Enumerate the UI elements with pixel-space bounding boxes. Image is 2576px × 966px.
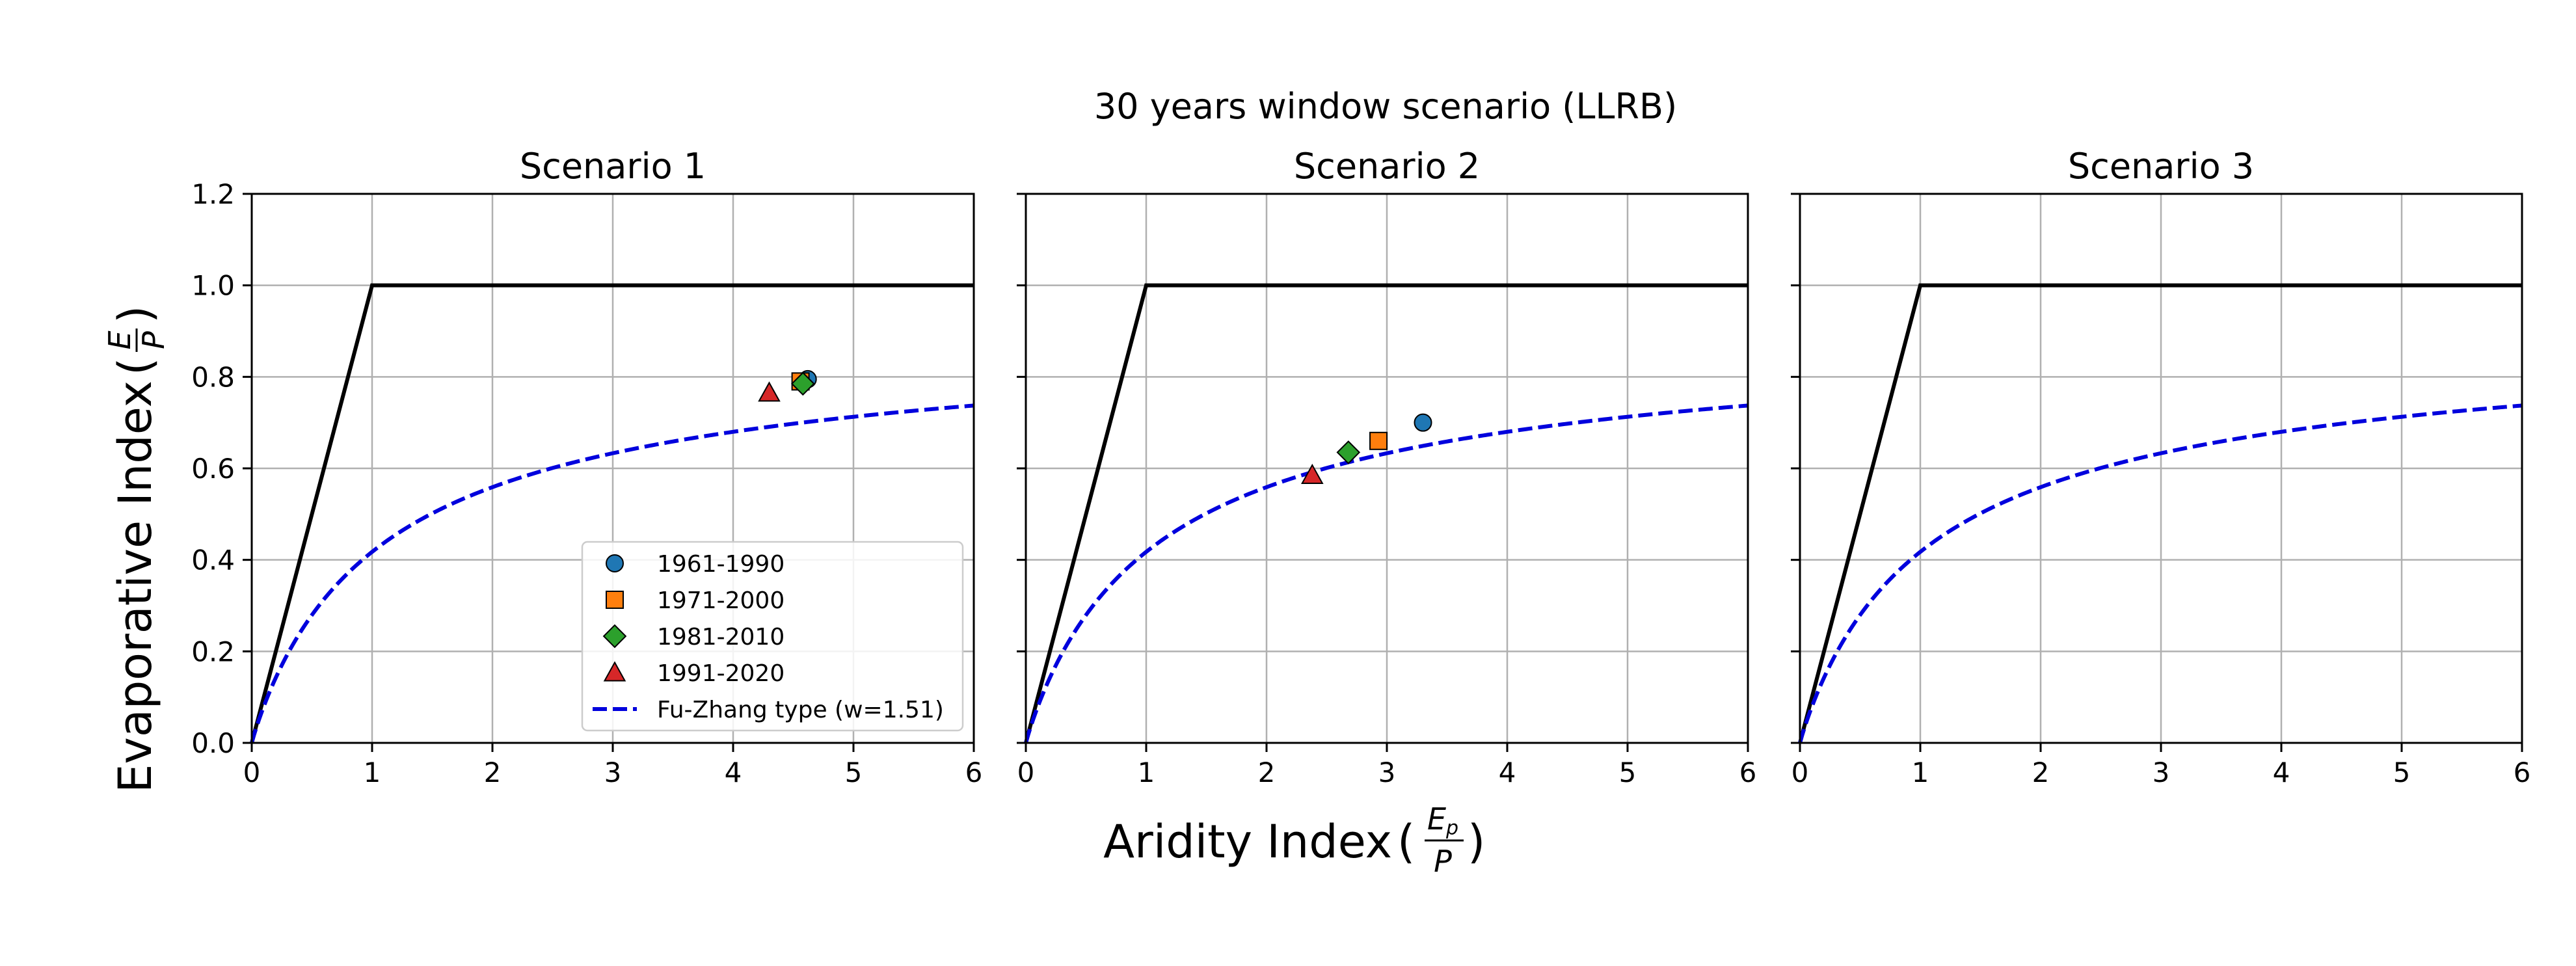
data-point-1981-2010	[1336, 440, 1361, 464]
legend-swatch-1961-1990	[606, 554, 624, 572]
panel-3-title: Scenario 3	[2068, 146, 2254, 187]
y-tick-label: 0.0	[191, 727, 235, 759]
fu-zhang-curve	[250, 403, 974, 744]
x-axis-label-frac-num-sub: p	[1445, 817, 1458, 840]
y-tick-label: 1.0	[191, 270, 235, 302]
x-tick-label: 1	[1912, 757, 1929, 788]
legend-label: Fu-Zhang type (w=1.51)	[657, 697, 944, 723]
x-tick-label: 5	[845, 757, 863, 788]
y-axis-label-text: Evaporative Index	[109, 381, 162, 793]
x-tick-label: 4	[725, 757, 742, 788]
legend-box	[581, 541, 964, 732]
legend-swatch-1971-2000	[606, 591, 624, 609]
x-tick-label: 2	[1258, 757, 1276, 788]
x-axis-label-frac-den: P	[1434, 844, 1452, 879]
x-tick-label: 6	[1739, 757, 1757, 788]
x-tick-label: 5	[1619, 757, 1637, 788]
data-point-1961-1990	[1414, 413, 1432, 432]
x-axis-label-text: Aridity Index	[1103, 815, 1392, 868]
fu-zhang-curve	[1024, 403, 1749, 744]
x-tick-label: 5	[2393, 757, 2411, 788]
x-tick-label: 0	[1791, 757, 1809, 788]
y-tick-label: 0.4	[191, 544, 235, 576]
budyko-limit-line	[1024, 283, 1748, 744]
data-point-1981-2010	[790, 371, 815, 396]
budyko-limit-line	[1798, 283, 2522, 744]
panel-2: Scenario 2 0 1 2 3 4 5 6	[1017, 146, 1756, 788]
data-point-1991-2020	[1301, 463, 1324, 485]
y-tick-label: 0.6	[191, 453, 235, 485]
figure-suptitle: 30 years window scenario (LLRB)	[1094, 86, 1677, 127]
x-tick-label: 3	[604, 757, 622, 788]
x-axis-label: Aridity Index ( Ep P )	[1103, 801, 1485, 879]
panel-3: Scenario 3 0 1 2 3 4 5 6	[1791, 146, 2530, 788]
y-axis-label-open-paren: (	[109, 358, 162, 375]
x-tick-label: 6	[2514, 757, 2531, 788]
x-tick-label: 0	[243, 757, 261, 788]
y-tick-label: 0.2	[191, 636, 235, 667]
x-axis-label-frac-num: Ep	[1427, 801, 1458, 840]
y-axis-label-frac-num: E	[102, 330, 137, 349]
x-tick-label: 1	[1138, 757, 1155, 788]
y-tick-label: 1.2	[191, 178, 235, 210]
legend-label: 1961-1990	[657, 551, 785, 578]
x-axis-label-open-paren: (	[1397, 815, 1415, 868]
x-tick-label: 4	[2273, 757, 2290, 788]
panels: Scenario 1 0 1 2 3 4 5 6 0.0 0.2 0.4 0.6 0.8 1.0 1.2 19…	[191, 146, 2530, 788]
x-tick-label: 1	[364, 757, 381, 788]
legend-swatch-1991-2020	[603, 661, 626, 682]
panel-1-title: Scenario 1	[520, 146, 706, 187]
data-point-1971-2000	[1369, 431, 1388, 450]
x-axis-label-close-paren: )	[1468, 815, 1485, 868]
panel-1: Scenario 1 0 1 2 3 4 5 6 0.0 0.2 0.4 0.6 0.8 1.0 1.2 19…	[191, 146, 982, 788]
y-axis-label-close-paren: )	[109, 306, 162, 323]
x-tick-label: 6	[965, 757, 983, 788]
y-axis-label-frac-den: P	[136, 331, 171, 349]
x-tick-label: 0	[1017, 757, 1035, 788]
panel-2-title: Scenario 2	[1294, 146, 1480, 187]
x-tick-label: 3	[1378, 757, 1396, 788]
legend-label: 1981-2010	[657, 624, 785, 651]
legend-label: 1971-2000	[657, 587, 785, 614]
x-tick-label: 3	[2153, 757, 2170, 788]
legend: 1961-1990 1971-2000 1981-2010 1991-2020 Fu-Z…	[581, 541, 964, 732]
x-axis-label-frac-num-base: E	[1427, 801, 1446, 837]
budyko-limit-line	[250, 283, 974, 744]
x-tick-label: 2	[2032, 757, 2050, 788]
legend-swatch-1981-2010	[602, 624, 627, 649]
legend-label: 1991-2020	[657, 660, 785, 687]
y-axis-label: Evaporative Index ( E P )	[102, 306, 171, 793]
data-point-1991-2020	[758, 381, 781, 402]
x-tick-label: 4	[1499, 757, 1516, 788]
x-tick-label: 2	[484, 757, 502, 788]
fu-zhang-curve	[1798, 403, 2523, 744]
y-tick-label: 0.8	[191, 361, 235, 393]
